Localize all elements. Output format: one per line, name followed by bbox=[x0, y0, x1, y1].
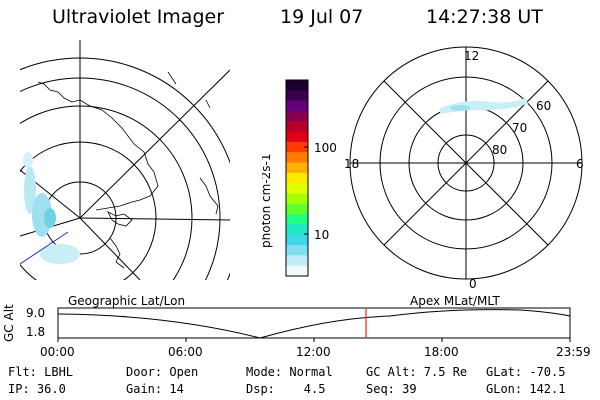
coastline bbox=[37, 71, 219, 269]
satellite-track bbox=[20, 231, 69, 265]
colorbar-swatch bbox=[286, 193, 308, 205]
lat-label-60: 60 bbox=[536, 99, 551, 113]
info-glon: GLon: 142.1 bbox=[486, 382, 566, 396]
colorbar-swatch bbox=[286, 90, 308, 102]
colorbar-swatch bbox=[286, 224, 308, 236]
y-tick-9: 9.0 bbox=[26, 306, 46, 320]
colorbar-swatch bbox=[286, 152, 308, 164]
colorbar-tick-100: 100 bbox=[314, 141, 337, 155]
colorbar-unit-label: photon cm-2s-1 bbox=[262, 154, 273, 249]
info-seq: Seq: 39 bbox=[366, 382, 417, 396]
x-tick-2359: 23:59 bbox=[556, 345, 591, 359]
info-filter: Flt: LBHL bbox=[8, 365, 74, 379]
colorbar-swatch bbox=[286, 214, 308, 225]
colorbar-swatch bbox=[286, 183, 308, 194]
colorbar-swatch bbox=[286, 265, 308, 277]
colorbar-swatch bbox=[286, 245, 308, 256]
colorbar-swatch bbox=[286, 121, 308, 133]
observation-time: 14:27:38 UT bbox=[426, 6, 543, 28]
mlt-label-6: 6 bbox=[576, 157, 584, 171]
info-ip: IP: 36.0 bbox=[8, 382, 66, 396]
altitude-timeline-plot bbox=[57, 307, 571, 342]
info-gc-alt: GC Alt: 7.5 Re bbox=[366, 365, 468, 379]
colorbar-swatch bbox=[286, 100, 308, 112]
timeline-left-label: Geographic Lat/Lon bbox=[68, 294, 186, 308]
mlt-label-12: 12 bbox=[464, 49, 479, 63]
info-gain: Gain: 14 bbox=[126, 382, 184, 396]
colorbar-swatch bbox=[286, 110, 308, 122]
colorbar-swatch bbox=[286, 80, 308, 91]
colorbar-tick-10: 10 bbox=[314, 228, 330, 242]
aurora-emission bbox=[23, 152, 80, 264]
colorbar-swatch bbox=[286, 255, 308, 267]
color-scale-bar: photon cm-2s-1 bbox=[262, 79, 309, 277]
x-tick-0600: 06:00 bbox=[168, 345, 203, 359]
observation-date: 19 Jul 07 bbox=[280, 6, 364, 28]
polar-mlat-mlt-plot: 12 18 6 0 60 70 80 bbox=[344, 46, 584, 291]
lat-label-80: 80 bbox=[492, 143, 507, 157]
x-tick-1800: 18:00 bbox=[424, 345, 459, 359]
colorbar-swatch bbox=[286, 162, 308, 174]
info-mode: Mode: Normal bbox=[246, 365, 333, 379]
x-tick-1200: 12:00 bbox=[296, 345, 331, 359]
colorbar-swatch bbox=[286, 141, 308, 153]
info-glat: GLat: -70.5 bbox=[486, 365, 566, 379]
info-dsp: Dsp: 4.5 bbox=[246, 382, 326, 396]
mlt-label-0: 0 bbox=[469, 277, 477, 291]
lat-label-70: 70 bbox=[512, 121, 527, 135]
colorbar-swatch bbox=[286, 131, 308, 143]
instrument-title: Ultraviolet Imager bbox=[52, 6, 225, 28]
mlt-label-18: 18 bbox=[344, 157, 359, 171]
timeline-axis-title: GC Alt bbox=[2, 304, 16, 342]
timeline-right-label: Apex MLat/MLT bbox=[410, 294, 500, 308]
polar-aurora-emission bbox=[440, 98, 528, 114]
x-tick-0000: 00:00 bbox=[40, 345, 75, 359]
info-door: Door: Open bbox=[126, 365, 199, 379]
altitude-curve bbox=[57, 309, 571, 339]
y-tick-1-8: 1.8 bbox=[26, 325, 46, 339]
colorbar-swatch bbox=[286, 172, 308, 184]
colorbar-swatch bbox=[286, 203, 308, 215]
colorbar-swatch bbox=[286, 234, 308, 246]
geographic-map bbox=[20, 40, 230, 280]
